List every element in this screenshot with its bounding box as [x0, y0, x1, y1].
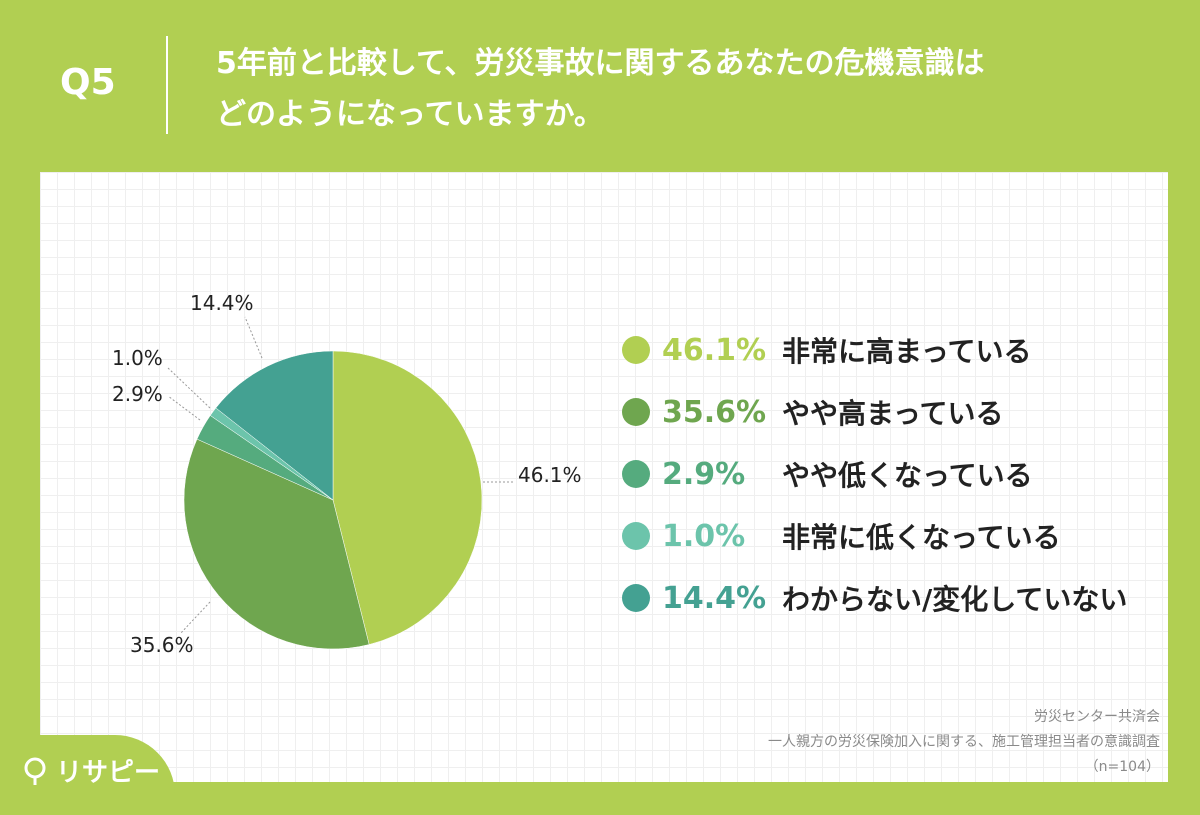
legend-swatch — [622, 398, 650, 426]
header-divider — [166, 36, 168, 134]
legend-percent: 35.6% — [662, 394, 767, 430]
source-org: 労災センター共済会 — [1034, 709, 1160, 725]
brand-logo: リサピー — [22, 752, 160, 789]
data-label: 35.6% — [130, 633, 194, 657]
legend-swatch — [622, 336, 650, 364]
legend-item-somewhat-low: 2.9% やや低くなっている — [622, 454, 1033, 494]
source-survey: 一人親方の労災保険加入に関する、施工管理担当者の意識調査 — [768, 734, 1160, 750]
legend-percent: 14.4% — [662, 580, 767, 616]
question-number: Q5 — [60, 62, 116, 103]
data-label: 46.1% — [518, 463, 582, 487]
leader-line — [244, 316, 263, 359]
data-label: 1.0% — [112, 346, 163, 370]
legend-percent: 46.1% — [662, 332, 767, 368]
data-label: 14.4% — [190, 291, 254, 315]
data-label: 2.9% — [112, 382, 163, 406]
legend-label: 非常に高まっている — [782, 335, 1032, 368]
chart-panel — [40, 172, 1168, 782]
leader-line — [179, 601, 211, 635]
question-line-1: 5年前と比較して、労災事故に関するあなたの危機意識は — [216, 46, 985, 81]
source-note: 労災センター共済会 一人親方の労災保険加入に関する、施工管理担当者の意識調査 （… — [768, 705, 1160, 780]
header: Q5 5年前と比較して、労災事故に関するあなたの危機意識は どのようになっていま… — [0, 0, 1200, 170]
legend-percent: 2.9% — [662, 456, 746, 492]
legend-swatch — [622, 460, 650, 488]
legend-swatch — [622, 584, 650, 612]
pie-slice — [215, 350, 334, 501]
leader-line — [167, 395, 201, 421]
legend-label: 非常に低くなっている — [782, 521, 1061, 554]
brand-name: リサピー — [56, 758, 161, 788]
legend-label: やや高まっている — [782, 397, 1004, 430]
sample-size: （n=104） — [1084, 759, 1160, 775]
legend-item-somewhat-high: 35.6% やや高まっている — [622, 392, 1003, 432]
legend-item-unknown: 14.4% わからない/変化していない — [622, 578, 1127, 618]
pie-slice — [183, 438, 370, 650]
pie-slice — [332, 350, 483, 645]
leader-line — [167, 367, 211, 409]
legend-label: わからない/変化していない — [782, 583, 1128, 616]
question-line-2: どのようになっていますか。 — [216, 97, 604, 132]
legend-label: やや低くなっている — [782, 459, 1033, 492]
pin-icon — [24, 757, 46, 785]
legend-percent: 1.0% — [662, 518, 746, 554]
legend-item-very-high: 46.1% 非常に高まっている — [622, 330, 1031, 370]
legend-item-very-low: 1.0% 非常に低くなっている — [622, 516, 1061, 556]
pie-chart: 46.1% 35.6% 2.9% 1.0% 14.4% — [112, 291, 582, 657]
legend-swatch — [622, 522, 650, 550]
question-text: 5年前と比較して、労災事故に関するあなたの危機意識は どのようになっていますか。 — [216, 38, 1166, 140]
